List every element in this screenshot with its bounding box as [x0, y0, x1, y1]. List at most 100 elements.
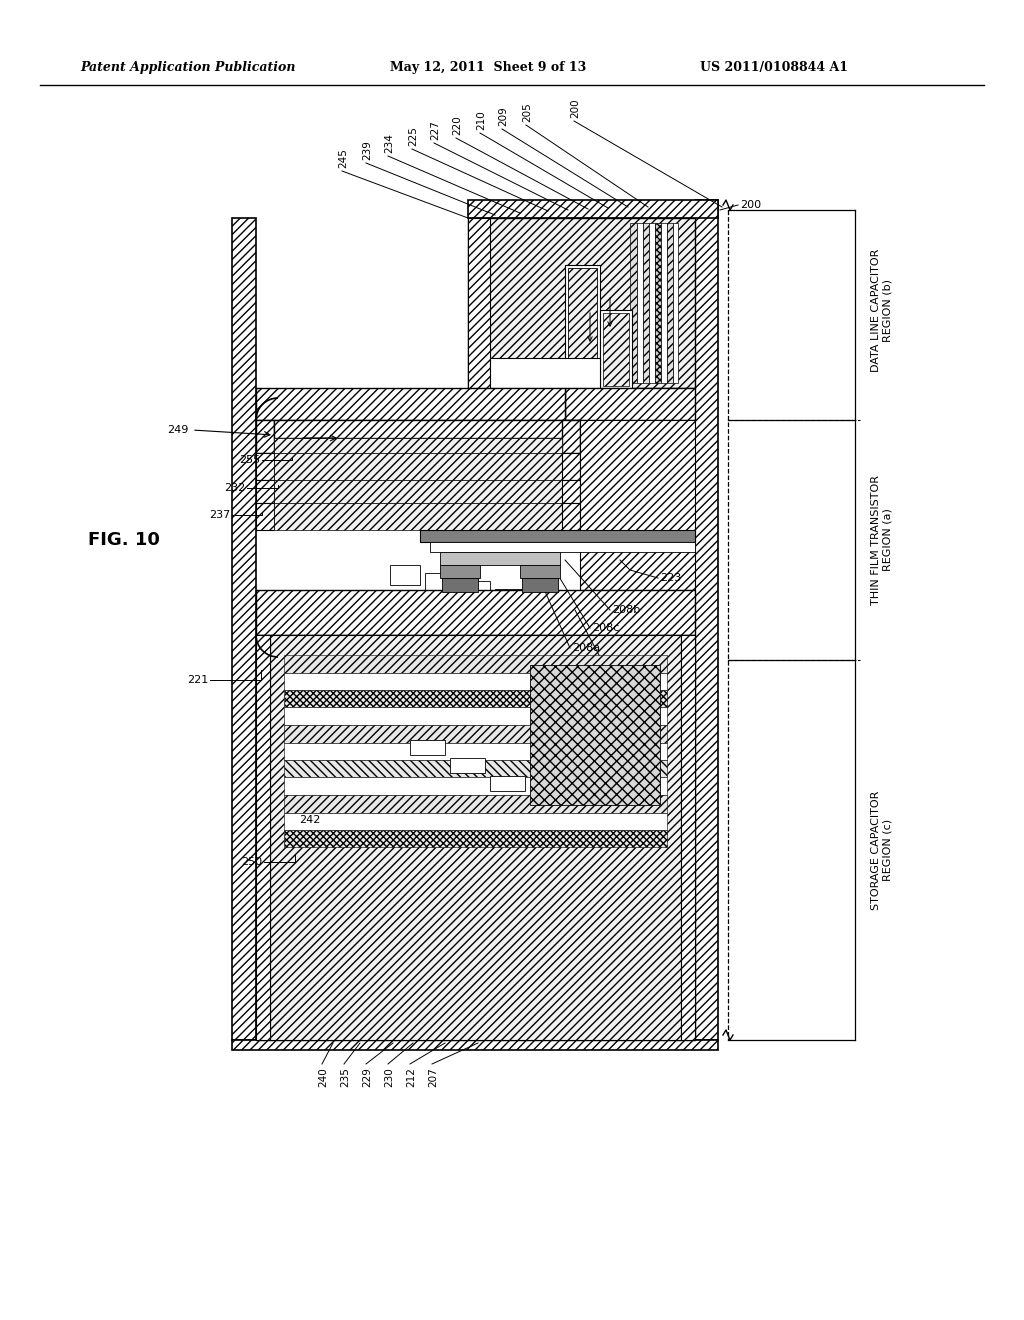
Bar: [390, 565, 420, 585]
Bar: [643, 223, 649, 383]
Text: 214: 214: [572, 725, 593, 735]
Bar: [600, 310, 632, 388]
Text: 255: 255: [239, 455, 260, 465]
Text: US 2011/0108844 A1: US 2011/0108844 A1: [700, 62, 848, 74]
Bar: [284, 690, 667, 708]
Bar: [256, 590, 695, 635]
Text: 232: 232: [224, 483, 245, 492]
Text: 200: 200: [570, 99, 580, 117]
Text: 223: 223: [660, 573, 681, 583]
Bar: [284, 708, 667, 725]
Bar: [681, 635, 695, 1040]
Text: 221: 221: [186, 675, 208, 685]
Text: 250: 250: [241, 857, 262, 867]
Bar: [450, 758, 485, 774]
Bar: [468, 201, 718, 218]
Text: 225: 225: [408, 127, 418, 147]
Bar: [468, 218, 695, 388]
Text: DATA LINE CAPACITOR
REGION (b): DATA LINE CAPACITOR REGION (b): [871, 248, 893, 372]
Bar: [256, 503, 274, 531]
Bar: [637, 223, 643, 383]
Text: 237: 237: [209, 510, 230, 520]
Bar: [410, 741, 445, 755]
Bar: [568, 268, 597, 385]
Text: FIG. 10: FIG. 10: [88, 531, 160, 549]
Text: 229: 229: [362, 1067, 372, 1086]
Text: Patent Application Publication: Patent Application Publication: [80, 62, 296, 74]
Text: 249: 249: [167, 425, 188, 436]
Bar: [274, 503, 562, 531]
Bar: [562, 503, 580, 531]
Bar: [274, 480, 562, 503]
Bar: [530, 665, 660, 805]
Bar: [673, 223, 678, 383]
Bar: [256, 420, 274, 453]
Bar: [274, 453, 562, 480]
Bar: [630, 223, 637, 383]
Bar: [274, 438, 562, 453]
Bar: [232, 218, 256, 1040]
Bar: [655, 223, 662, 383]
Bar: [562, 453, 580, 480]
Text: 230: 230: [384, 1067, 394, 1086]
Text: 220: 220: [452, 115, 462, 135]
Bar: [490, 776, 525, 791]
Bar: [284, 777, 667, 795]
Bar: [256, 635, 695, 1040]
Text: 227: 227: [430, 120, 440, 140]
Text: 235: 235: [340, 1067, 350, 1086]
Bar: [274, 420, 580, 438]
Bar: [667, 223, 673, 383]
Bar: [649, 223, 655, 383]
Bar: [580, 420, 695, 590]
Text: 234: 234: [384, 133, 394, 153]
Bar: [430, 543, 695, 552]
Bar: [460, 581, 490, 601]
Bar: [425, 573, 455, 593]
Bar: [284, 830, 667, 847]
Text: 209: 209: [498, 106, 508, 125]
Bar: [256, 635, 270, 1040]
Bar: [440, 565, 480, 578]
Bar: [562, 420, 580, 453]
Text: 245: 245: [338, 148, 348, 168]
Text: 240: 240: [318, 1067, 328, 1086]
Bar: [440, 552, 560, 565]
Text: 239: 239: [362, 140, 372, 160]
Text: 205: 205: [522, 102, 532, 121]
Bar: [284, 673, 667, 690]
Text: 208c: 208c: [592, 623, 620, 634]
Bar: [565, 265, 600, 388]
Bar: [256, 388, 565, 420]
Text: 210: 210: [476, 111, 486, 129]
Bar: [256, 453, 274, 480]
Bar: [490, 358, 600, 388]
Bar: [495, 589, 525, 609]
Bar: [232, 1040, 718, 1049]
Bar: [270, 635, 681, 1040]
Bar: [284, 813, 667, 830]
Text: THIN FILM TRANSISTOR
REGION (a): THIN FILM TRANSISTOR REGION (a): [871, 475, 893, 605]
Bar: [695, 201, 718, 1040]
Text: 208: 208: [610, 667, 631, 677]
Bar: [562, 480, 580, 503]
Bar: [284, 760, 667, 777]
Text: STORAGE CAPACITOR
REGION (c): STORAGE CAPACITOR REGION (c): [871, 791, 893, 909]
Bar: [530, 597, 560, 616]
Text: 207: 207: [428, 1067, 438, 1086]
Text: 208b: 208b: [612, 605, 640, 615]
Bar: [284, 795, 667, 813]
Bar: [442, 578, 478, 591]
Bar: [603, 313, 629, 385]
Bar: [420, 531, 695, 543]
Bar: [565, 388, 695, 420]
Bar: [284, 655, 667, 673]
Text: May 12, 2011  Sheet 9 of 13: May 12, 2011 Sheet 9 of 13: [390, 62, 587, 74]
Text: 242: 242: [299, 814, 319, 825]
Bar: [522, 578, 558, 591]
Bar: [468, 218, 490, 388]
Bar: [256, 480, 274, 503]
Text: 200: 200: [740, 201, 761, 210]
Bar: [284, 743, 667, 760]
Bar: [520, 565, 560, 578]
